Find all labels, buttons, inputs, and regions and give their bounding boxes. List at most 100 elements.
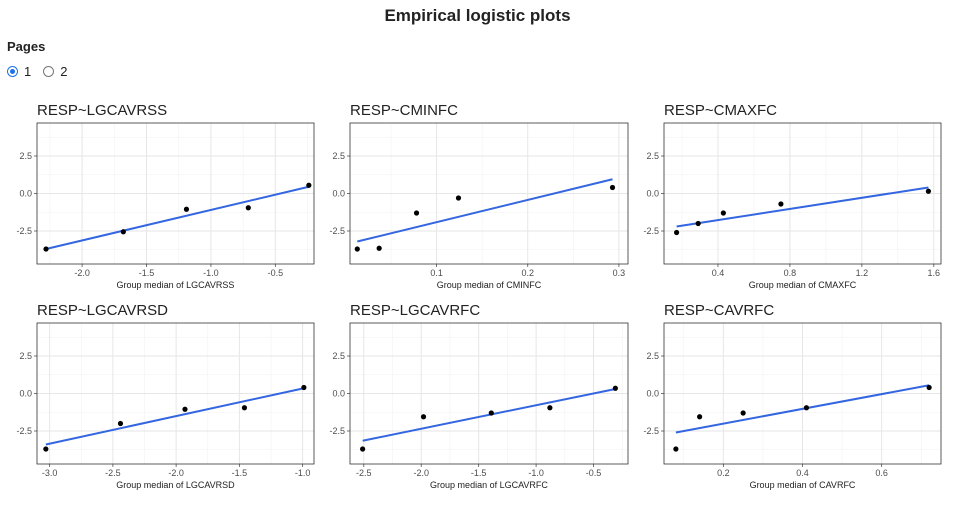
page-radio-1[interactable]: 1	[7, 64, 31, 79]
y-tick-label: 2.5	[646, 351, 659, 361]
data-point	[697, 414, 703, 420]
x-tick-label: 0.2	[717, 468, 730, 478]
data-point	[803, 405, 810, 411]
plot-title: RESP~LGCAVRSS	[37, 102, 167, 119]
data-point	[455, 195, 462, 201]
x-tick-label: -1.0	[203, 268, 219, 278]
plot-panel: RESP~LGCAVRSS -2.0 -1.5 -1.0 -0.5 -2.5 0.0 2.5 G…	[16, 102, 315, 290]
fit-line	[676, 186, 929, 228]
plot-panel: RESP~LGCAVRFC -2.5 -2.0 -1.5 -1.0 -0.5 -2.5 0.0…	[329, 302, 629, 490]
fit-line	[675, 384, 930, 434]
data-point	[306, 182, 312, 188]
data-point	[488, 410, 494, 416]
x-tick-label: 0.6	[875, 468, 888, 478]
data-point	[547, 405, 553, 411]
data-point	[120, 229, 126, 235]
radio-unchecked-icon[interactable]	[43, 66, 55, 77]
plot-panel: RESP~LGCAVRSD -3.0 -2.5 -2.0 -1.5 -1.0 -2.5 0.0…	[16, 302, 315, 490]
x-tick-label: -1.0	[528, 468, 544, 478]
x-tick-label: -2.5	[105, 468, 121, 478]
x-tick-label: 0.1	[430, 268, 443, 278]
x-tick-label: -2.5	[356, 468, 372, 478]
x-tick-label: -1.5	[139, 268, 155, 278]
data-point	[182, 406, 188, 412]
radio-checked-icon[interactable]	[7, 66, 18, 77]
page-radio-label: 1	[24, 64, 32, 79]
y-tick-label: -2.5	[329, 426, 345, 436]
fit-line	[45, 185, 310, 250]
data-point	[413, 210, 420, 216]
x-tick-label: -3.0	[42, 468, 58, 478]
plot-panel: RESP~CMINFC 0.1 0.2 0.3 -2.5 0.0 2.5 Group medi…	[329, 102, 629, 290]
x-tick-label: -0.5	[268, 268, 284, 278]
y-tick-label: 0.0	[19, 189, 32, 199]
y-tick-label: 2.5	[19, 151, 32, 161]
data-point	[926, 384, 932, 391]
data-point	[43, 446, 49, 452]
data-point	[376, 245, 382, 251]
data-point	[778, 201, 784, 207]
data-point	[420, 414, 427, 420]
data-point	[43, 246, 49, 252]
data-point	[720, 210, 726, 216]
data-point	[673, 446, 679, 452]
x-tick-label: 0.2	[521, 268, 534, 278]
x-tick-label: 0.8	[784, 268, 797, 278]
pages-label: Pages	[7, 39, 46, 54]
data-point	[301, 384, 307, 391]
y-tick-label: 0.0	[332, 389, 345, 399]
page-radio-2[interactable]: 2	[43, 64, 67, 79]
y-tick-label: -2.5	[16, 226, 32, 236]
data-point	[183, 206, 190, 212]
fit-line	[357, 178, 613, 243]
y-tick-label: 2.5	[332, 351, 345, 361]
x-tick-label: 0.3	[613, 268, 626, 278]
y-tick-label: 0.0	[646, 389, 659, 399]
x-axis-label: Group median of LGCAVRFC	[430, 480, 548, 490]
x-tick-label: 0.4	[796, 468, 809, 478]
data-point	[673, 229, 680, 236]
plot-title: RESP~LGCAVRFC	[350, 302, 480, 319]
data-point	[354, 246, 360, 252]
x-tick-label: 0.4	[712, 268, 725, 278]
data-point	[609, 184, 616, 191]
plot-border	[349, 322, 629, 465]
data-point	[695, 220, 701, 227]
fit-line	[45, 387, 305, 446]
x-tick-label: 1.6	[928, 268, 941, 278]
plot-border	[663, 322, 942, 465]
plot-title: RESP~CMAXFC	[664, 102, 777, 119]
y-tick-label: 2.5	[19, 351, 32, 361]
page-radio-label: 2	[60, 64, 68, 79]
x-axis-label: Group median of CMINFC	[437, 280, 542, 290]
plot-border	[349, 122, 629, 265]
y-tick-label: -2.5	[643, 226, 659, 236]
y-tick-label: -2.5	[16, 426, 32, 436]
plot-panel: RESP~CMAXFC 0.4 0.8 1.2 1.6 -2.5 0.0 2.5 Group m…	[643, 102, 942, 290]
data-point	[245, 205, 251, 211]
plot-title: RESP~LGCAVRSD	[37, 302, 168, 319]
y-tick-label: 0.0	[332, 189, 345, 199]
y-tick-label: -2.5	[643, 426, 659, 436]
fit-line	[362, 388, 616, 442]
page-title: Empirical logistic plots	[384, 6, 571, 25]
y-tick-label: 2.5	[332, 151, 345, 161]
data-point	[117, 420, 124, 427]
x-tick-label: -2.0	[413, 468, 429, 478]
x-tick-label: -1.5	[232, 468, 248, 478]
plot-title: RESP~CMINFC	[350, 102, 458, 119]
x-axis-label: Group median of CMAXFC	[749, 280, 857, 290]
data-point	[241, 405, 248, 411]
x-tick-label: -1.5	[471, 468, 487, 478]
plot-title: RESP~CAVRFC	[664, 302, 774, 319]
data-point	[612, 385, 618, 391]
x-axis-label: Group median of LGCAVRSD	[116, 480, 235, 490]
x-tick-label: -0.5	[586, 468, 602, 478]
plot-border	[36, 122, 315, 265]
x-axis-label: Group median of CAVRFC	[750, 480, 856, 490]
pages-radio-group: 1 2	[7, 64, 79, 79]
x-tick-label: -2.0	[168, 468, 184, 478]
data-point	[740, 410, 746, 416]
x-tick-label: 1.2	[856, 268, 869, 278]
